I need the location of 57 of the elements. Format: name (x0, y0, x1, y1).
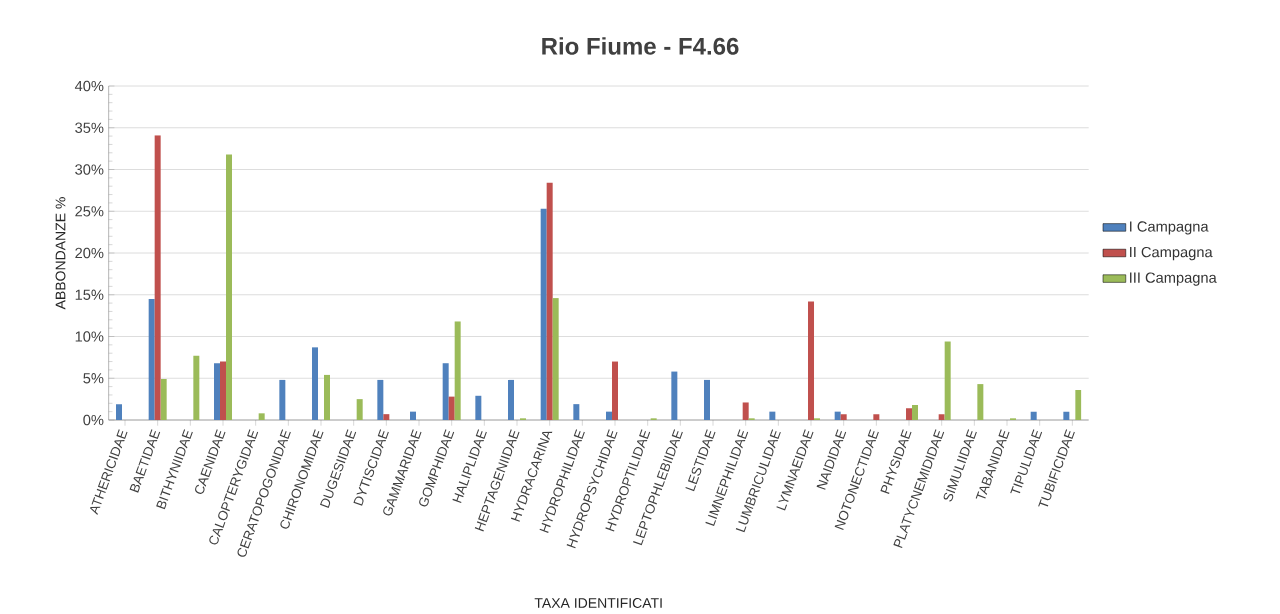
bar (546, 182, 553, 420)
bar (840, 414, 847, 420)
bar (612, 361, 619, 420)
bar (410, 411, 416, 420)
y-tick-label: 35% (75, 122, 104, 133)
bar (448, 396, 455, 420)
y-tick-label: 20% (75, 247, 104, 259)
legend-label: III Campagna (1130, 272, 1217, 286)
y-tick-label: 5% (83, 373, 104, 384)
y-tick-label: 25% (75, 206, 104, 217)
y-tick-label: 15% (75, 289, 104, 300)
bar (377, 379, 384, 420)
bar (671, 371, 678, 420)
x-axis-title: TAXA IDENTIFICATI (534, 598, 662, 608)
bar (258, 413, 265, 420)
bar (454, 321, 461, 420)
bar (214, 363, 221, 420)
bar (1030, 411, 1037, 420)
bar (944, 341, 951, 420)
y-tick-label: 30% (75, 164, 104, 175)
bar (324, 374, 331, 420)
bar (1075, 389, 1082, 420)
bar (383, 414, 390, 420)
bar (606, 411, 613, 420)
chart-title: Rio Fiume - F4.66 (542, 37, 739, 55)
bar (508, 379, 515, 420)
bar (834, 411, 841, 420)
bar (220, 361, 226, 420)
bar (552, 298, 559, 420)
bar (442, 363, 449, 420)
bar (704, 379, 711, 420)
bar (540, 208, 547, 420)
legend-label: I Campagna (1130, 221, 1209, 235)
bar (769, 411, 776, 420)
bar (906, 408, 913, 420)
y-axis-title: ABBONDANZE % (55, 197, 66, 310)
bar (279, 379, 286, 420)
bar (160, 379, 167, 420)
bar (356, 399, 363, 420)
bar (873, 414, 880, 420)
bar (977, 384, 984, 420)
y-tick-label: 40% (74, 80, 104, 92)
y-tick-label: 0% (83, 414, 104, 426)
y-tick-label: 10% (75, 331, 104, 342)
bar (742, 402, 749, 420)
bar (148, 298, 155, 420)
bar (1063, 411, 1070, 420)
bar (193, 355, 200, 420)
bar (573, 404, 580, 420)
bar (808, 301, 815, 420)
legend-label: II Campagna (1130, 246, 1213, 261)
bar (116, 404, 123, 420)
bar (475, 395, 482, 420)
bar (912, 404, 919, 420)
bar (312, 347, 318, 420)
bar (226, 154, 232, 420)
bar (154, 135, 161, 420)
